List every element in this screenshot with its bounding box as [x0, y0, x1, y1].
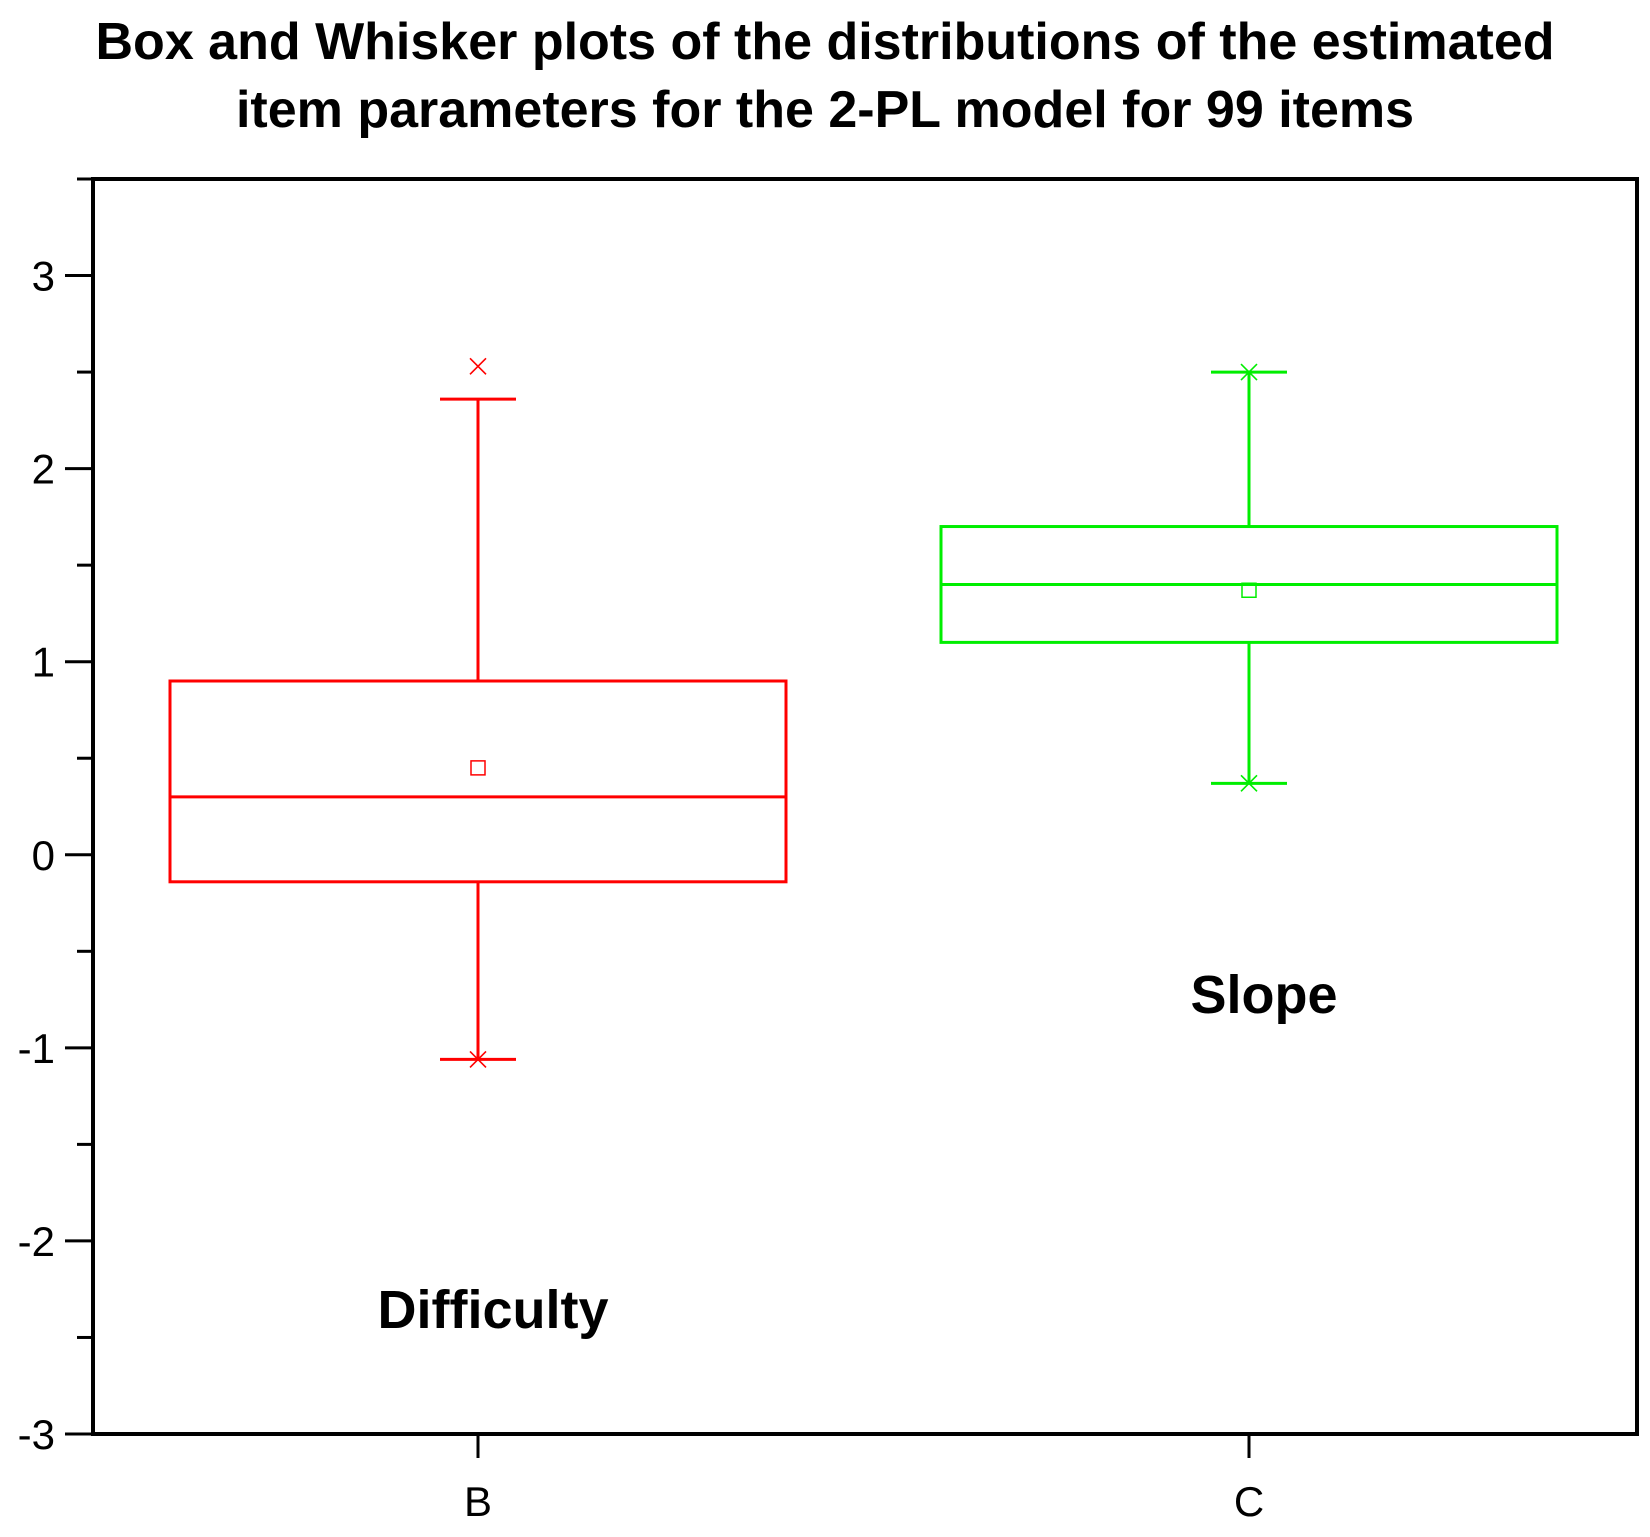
x-tick-label: B: [464, 1478, 492, 1525]
y-tick-label: -3: [18, 1411, 55, 1458]
difficulty-max-marker: [469, 357, 487, 375]
annotation-label: Difficulty: [377, 1280, 608, 1340]
cross-stroke: [1240, 774, 1258, 792]
cross-stroke: [1240, 363, 1258, 381]
cross-stroke: [469, 357, 487, 375]
slope-max-marker: [1240, 363, 1258, 381]
chart-title-line-1: Box and Whisker plots of the distributio…: [95, 13, 1555, 71]
difficulty-mean-marker: [470, 760, 486, 776]
difficulty-min-marker: [469, 1050, 487, 1068]
y-tick-label: 1: [32, 639, 55, 686]
difficulty-box: [168, 679, 788, 884]
x-tick-label: C: [1234, 1478, 1264, 1525]
chart-title-line-2: item parameters for the 2-PL model for 9…: [235, 81, 1415, 139]
slope-mean-marker: [1241, 582, 1257, 599]
marks-layer: [168, 357, 1559, 1068]
y-tick-label: 0: [32, 832, 55, 879]
y-tick-label: -1: [18, 1025, 55, 1072]
y-tick-label: -2: [18, 1218, 55, 1265]
plot-frame: [91, 177, 1639, 1436]
y-tick-label: 3: [32, 253, 55, 300]
y-tick-label: 2: [32, 446, 55, 493]
labels-layer: -3 -2 -1 0 1 2 3 B C Difficulty Slope: [18, 253, 1338, 1525]
cross-stroke: [469, 1050, 487, 1068]
annotation-label: Slope: [1190, 965, 1337, 1025]
chart-title: Box and Whisker plots of the distributio…: [0, 8, 1650, 144]
slope-min-marker: [1240, 774, 1258, 792]
axes-layer: [65, 177, 1639, 1458]
